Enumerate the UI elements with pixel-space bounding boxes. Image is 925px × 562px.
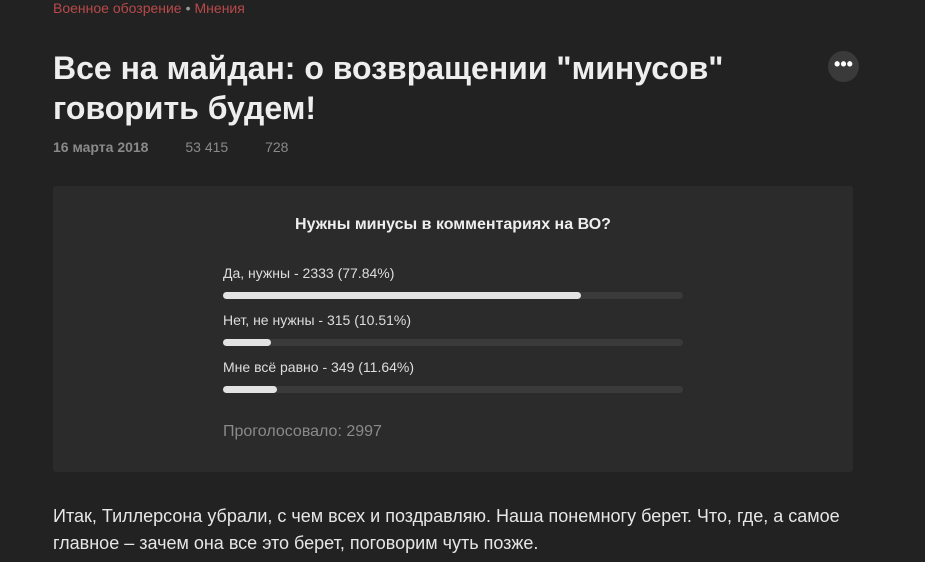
poll-option: Нет, не нужны - 315 (10.51%)	[223, 312, 683, 346]
breadcrumb: Военное обозрение • Мнения	[53, 0, 245, 16]
breadcrumb-site-link[interactable]: Военное обозрение	[53, 0, 182, 16]
poll-card: Нужны минусы в комментариях на ВО? Да, н…	[53, 186, 853, 472]
more-options-button[interactable]: •••	[828, 51, 859, 82]
poll-question: Нужны минусы в комментариях на ВО?	[295, 216, 611, 233]
comments-count[interactable]: 728	[265, 139, 289, 155]
poll-option-label: Да, нужны - 2333 (77.84%)	[223, 265, 395, 281]
poll-bar-fill	[223, 339, 272, 346]
poll-bar-track	[223, 339, 683, 346]
breadcrumb-section-link[interactable]: Мнения	[194, 0, 245, 16]
poll-bar-track	[223, 386, 683, 393]
poll-bar-fill	[223, 292, 582, 299]
publish-date: 16 марта 2018	[53, 139, 149, 155]
poll-option-label: Мне всё равно - 349 (11.64%)	[223, 359, 415, 375]
breadcrumb-separator: •	[185, 0, 191, 16]
poll-total-votes: Проголосовало: 2997	[223, 423, 382, 440]
poll-option-label: Нет, не нужны - 315 (10.51%)	[223, 312, 412, 328]
article-meta: 16 марта 2018 53 415 728	[53, 139, 321, 155]
article-text: Итак, Тиллерсона убрали, с чем всех и по…	[53, 506, 840, 553]
poll-option: Да, нужны - 2333 (77.84%)	[223, 265, 683, 299]
poll-bar-fill	[223, 386, 277, 393]
poll-option: Мне всё равно - 349 (11.64%)	[223, 359, 683, 393]
page-title: Все на майдан: о возвращении "минусов" г…	[53, 50, 724, 126]
poll-bar-track	[223, 292, 683, 299]
views-count: 53 415	[185, 139, 229, 155]
